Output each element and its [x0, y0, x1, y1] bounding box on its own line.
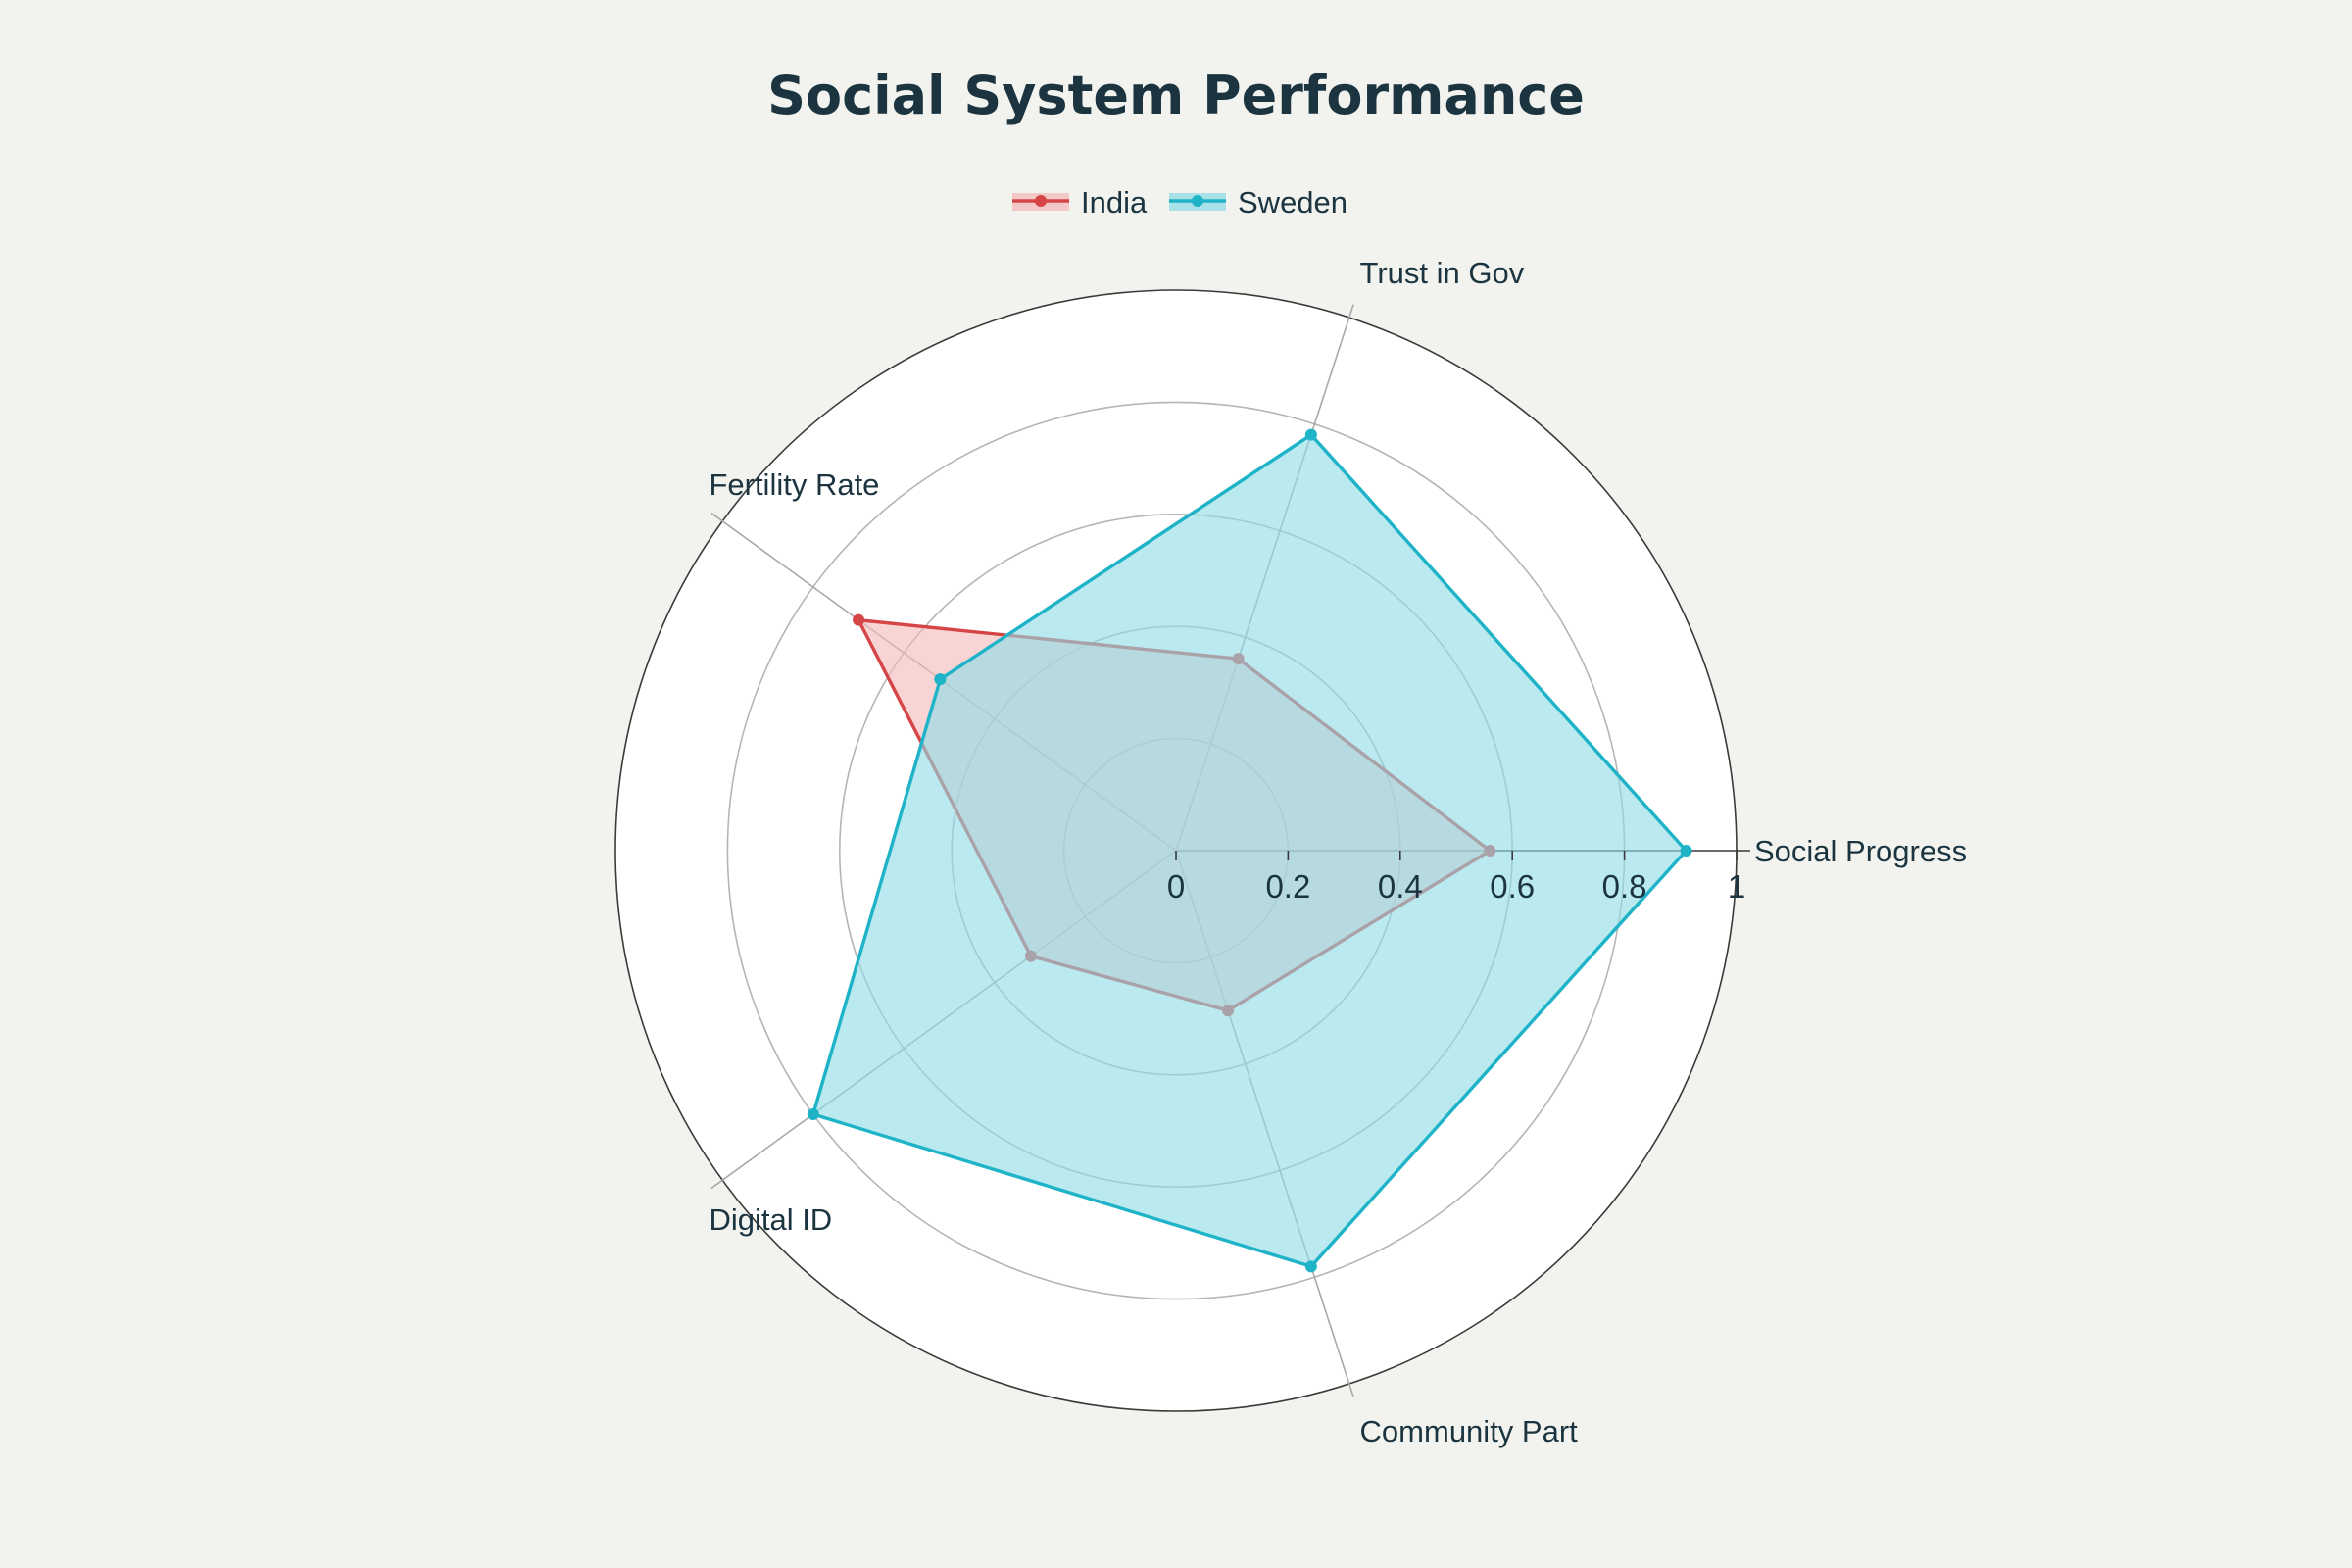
- axis-label-community-part: Community Part: [1360, 1414, 1579, 1448]
- legend-item-sweden[interactable]: Sweden: [1169, 185, 1348, 220]
- tick-label: 0.2: [1265, 868, 1310, 905]
- tick-label: 0.4: [1378, 868, 1423, 905]
- tick-label: 0: [1167, 868, 1185, 905]
- tick-label: 0.8: [1602, 868, 1647, 905]
- axis-label-fertility-rate: Fertility Rate: [709, 467, 879, 502]
- legend-item-india[interactable]: India: [1012, 185, 1148, 220]
- point-india-fertility-rate[interactable]: [853, 613, 865, 626]
- point-sweden-fertility-rate[interactable]: [934, 673, 947, 686]
- radial-tick-labels: 0 0.2 0.4 0.6 0.8 1: [1167, 851, 1745, 905]
- axis-label-digital-id: Digital ID: [709, 1202, 832, 1237]
- series-line-sweden: [811, 433, 1689, 1269]
- legend: India Sweden: [1012, 185, 1348, 220]
- chart-title: Social System Performance: [767, 65, 1585, 126]
- point-sweden-trust-in-gov[interactable]: [1304, 428, 1317, 441]
- legend-label: India: [1081, 185, 1148, 220]
- legend-marker: [1192, 195, 1203, 207]
- axis-labels: Social Progress Trust in Gov Fertility Rat…: [709, 256, 1967, 1448]
- point-sweden-social-progress[interactable]: [1680, 845, 1692, 857]
- series-sweden: [807, 428, 1692, 1273]
- legend-marker: [1035, 195, 1047, 207]
- series-layer: [807, 428, 1692, 1273]
- axis-label-trust-in-gov: Trust in Gov: [1360, 256, 1525, 290]
- series-area-sweden: [812, 434, 1687, 1267]
- tick-label: 0.6: [1490, 868, 1535, 905]
- axis-label-social-progress: Social Progress: [1754, 834, 1967, 868]
- tick-label: 1: [1728, 868, 1745, 905]
- point-sweden-digital-id[interactable]: [807, 1107, 819, 1120]
- legend-label: Sweden: [1238, 185, 1348, 220]
- point-sweden-community-part[interactable]: [1304, 1260, 1317, 1273]
